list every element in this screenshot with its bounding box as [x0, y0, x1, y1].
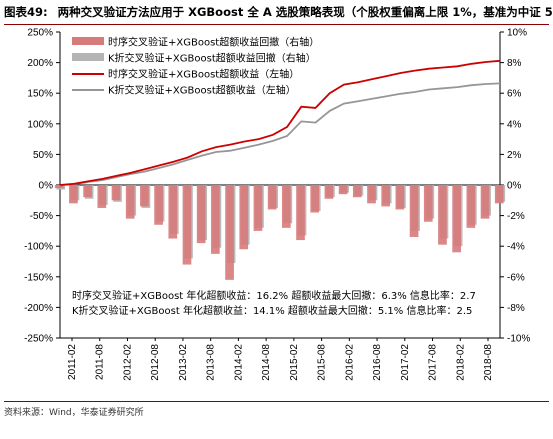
- left-tick-label: -100%: [24, 242, 53, 253]
- footer-divider: [4, 401, 549, 402]
- legend-label: 时序交叉验证+XGBoost超额收益（左轴）: [108, 68, 299, 81]
- right-tick-label: 10%: [507, 28, 527, 39]
- drawdown-bar: [211, 185, 220, 254]
- drawdown-bar: [253, 185, 263, 231]
- right-tick-label: -6%: [507, 272, 525, 283]
- right-tick-label: -10%: [507, 334, 530, 345]
- figure-label: 图表49:: [4, 5, 48, 19]
- left-tick-label: -250%: [24, 334, 53, 345]
- drawdown-bar: [452, 185, 461, 253]
- drawdown-bar: [281, 185, 291, 228]
- left-tick-label: 0%: [39, 181, 54, 192]
- right-tick-label: -2%: [507, 211, 525, 222]
- drawdown-bar: [494, 185, 504, 204]
- left-tick-label: 200%: [27, 58, 53, 69]
- x-tick-label: 2015-02: [289, 344, 300, 381]
- left-tick-label: -200%: [24, 303, 53, 314]
- drawdown-bar: [338, 185, 348, 195]
- legend-swatch-bar: [72, 37, 104, 45]
- left-tick-label: 100%: [27, 119, 53, 130]
- left-tick-label: 150%: [27, 89, 53, 100]
- drawdown-bar: [182, 185, 192, 265]
- x-tick-label: 2017-08: [428, 344, 439, 381]
- drawdown-bar: [409, 185, 419, 238]
- x-tick-label: 2013-02: [178, 344, 189, 381]
- right-tick-label: 2%: [507, 150, 522, 161]
- drawdown-bar: [140, 185, 149, 207]
- drawdown-bar: [225, 185, 234, 280]
- left-tick-label: -150%: [24, 272, 53, 283]
- legend-label: 时序交叉验证+XGBoost超额收益回撤（右轴）: [108, 36, 319, 49]
- legend-label: K折交叉验证+XGBoost超额收益（左轴）: [108, 84, 296, 97]
- stats-annotation: K折交叉验证+XGBoost 年化超额收益：14.1% 超额收益最大回撤：5.1…: [72, 304, 472, 317]
- x-tick-label: 2016-08: [372, 344, 383, 381]
- drawdown-bar: [97, 185, 107, 208]
- source-note: 资料来源：Wind，华泰证券研究所: [4, 408, 144, 418]
- x-tick-label: 2012-08: [150, 344, 161, 381]
- x-tick-label: 2011-02: [67, 344, 78, 380]
- drawdown-bar: [154, 185, 163, 225]
- x-tick-label: 2018-08: [483, 344, 494, 381]
- left-tick-label: 50%: [33, 150, 53, 161]
- drawdown-bar: [267, 185, 277, 210]
- left-tick-label: 250%: [27, 28, 53, 39]
- x-tick-label: 2014-08: [261, 344, 272, 381]
- x-tick-label: 2012-02: [122, 344, 133, 381]
- x-tick-label: 2017-02: [400, 344, 411, 381]
- left-tick-label: -50%: [30, 211, 53, 222]
- drawdown-bar: [367, 185, 376, 204]
- right-tick-label: -4%: [507, 242, 525, 253]
- right-tick-label: -8%: [507, 303, 525, 314]
- drawdown-bar: [381, 185, 391, 207]
- x-tick-label: 2013-08: [206, 344, 217, 381]
- kfold-excess-line: [59, 82, 501, 186]
- right-tick-label: 0%: [507, 181, 522, 192]
- right-tick-label: 8%: [507, 58, 522, 69]
- x-tick-label: 2015-08: [317, 344, 328, 381]
- figure-title-text: 两种交叉验证方法应用于 XGBoost 全 A 选股策略表现（个股权重偏离上限 …: [57, 5, 553, 19]
- drawdown-bar: [239, 185, 249, 250]
- drawdown-bar: [111, 185, 121, 201]
- title-divider: [4, 24, 549, 25]
- x-tick-label: 2018-02: [455, 344, 466, 381]
- drawdown-bar: [423, 185, 433, 222]
- drawdown-bar: [69, 185, 78, 204]
- x-tick-label: 2011-08: [95, 344, 106, 380]
- drawdown-bar: [395, 185, 405, 210]
- drawdown-bar: [125, 185, 135, 219]
- drawdown-bar: [83, 185, 92, 198]
- drawdown-bar: [324, 185, 334, 199]
- drawdown-bar: [480, 185, 490, 219]
- right-tick-label: 4%: [507, 119, 522, 130]
- drawdown-bar: [352, 185, 362, 198]
- stats-annotation: 时序交叉验证+XGBoost 年化超额收益：16.2% 超额收益最大回撤：6.3…: [72, 289, 476, 302]
- drawdown-bar: [296, 185, 305, 241]
- x-tick-label: 2016-02: [344, 344, 355, 381]
- drawdown-bar: [466, 185, 476, 228]
- chart-title: 图表49: 两种交叉验证方法应用于 XGBoost 全 A 选股策略表现（个股权重…: [4, 4, 553, 22]
- drawdown-bar: [196, 185, 206, 244]
- legend-label: K折交叉验证+XGBoost超额收益回撤（右轴）: [108, 52, 316, 65]
- x-tick-label: 2014-02: [233, 344, 244, 381]
- drawdown-bar: [310, 185, 320, 213]
- drawdown-bar: [438, 185, 447, 245]
- drawdown-bar: [168, 185, 178, 239]
- legend-swatch-bar: [72, 53, 104, 61]
- timeseries-excess-line: [59, 59, 501, 186]
- right-tick-label: 6%: [507, 89, 522, 100]
- drawdown-bar: [54, 185, 64, 189]
